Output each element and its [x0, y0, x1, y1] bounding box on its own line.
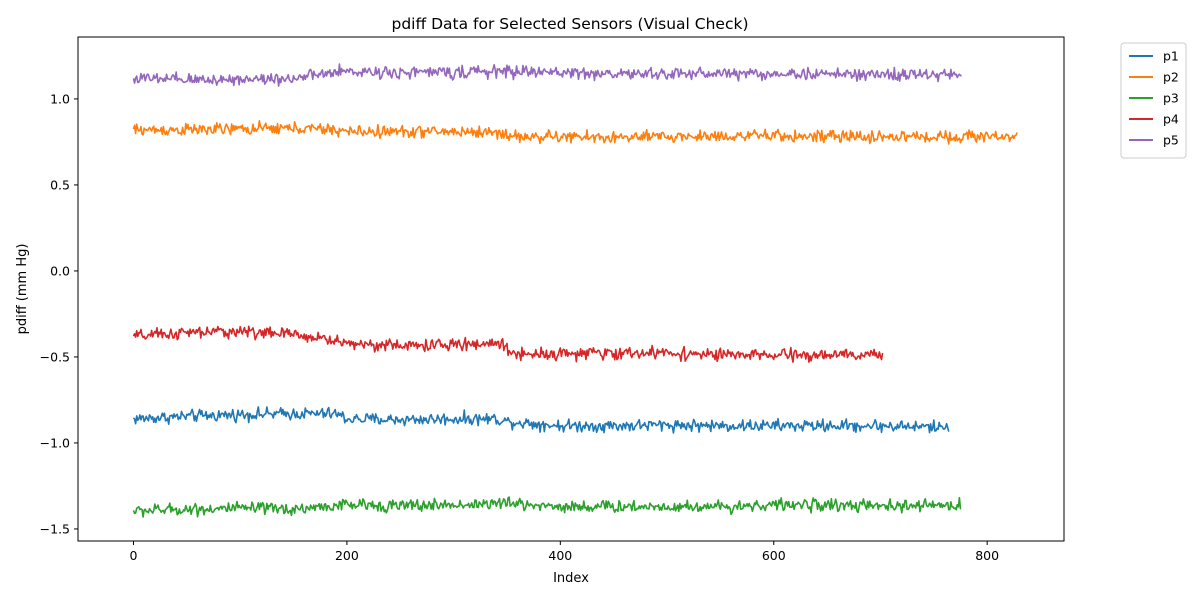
plot-frame — [77, 36, 1065, 542]
series-line-p3 — [132, 496, 962, 518]
x-tick-label: 600 — [762, 548, 786, 563]
legend-label-p3: p3 — [1163, 91, 1179, 106]
series-line-p1 — [132, 406, 950, 434]
legend-box — [1120, 42, 1187, 159]
y-axis-ticks: −1.5 −1.0 −0.5 0.0 0.5 1.0 — [40, 91, 78, 536]
series-line-p5 — [132, 63, 962, 87]
y-tick-label: −0.5 — [40, 349, 70, 364]
x-tick-label: 400 — [548, 548, 572, 563]
legend-label-p1: p1 — [1163, 49, 1179, 64]
x-tick-label: 200 — [335, 548, 359, 563]
series-line-p4 — [132, 325, 884, 363]
y-tick-label: 0.0 — [50, 263, 70, 278]
y-tick-label: 0.5 — [50, 177, 70, 192]
legend-label-p4: p4 — [1163, 112, 1179, 127]
y-tick-label: −1.5 — [40, 521, 70, 536]
y-tick-label: 1.0 — [50, 91, 70, 106]
legend-label-p5: p5 — [1163, 133, 1179, 148]
x-axis-label: Index — [553, 571, 589, 586]
y-tick-label: −1.0 — [40, 435, 70, 450]
series-layer — [132, 63, 1018, 518]
chart-title: pdiff Data for Selected Sensors (Visual … — [392, 15, 749, 33]
x-axis-ticks: 0 200 400 600 800 — [130, 541, 999, 563]
legend: p1 p2 p3 p4 p5 — [1120, 42, 1187, 159]
legend-label-p2: p2 — [1163, 70, 1179, 85]
series-line-p2 — [132, 120, 1018, 145]
x-tick-label: 800 — [975, 548, 999, 563]
y-axis-label: pdiff (mm Hg) — [15, 244, 30, 335]
x-tick-label: 0 — [130, 548, 138, 563]
